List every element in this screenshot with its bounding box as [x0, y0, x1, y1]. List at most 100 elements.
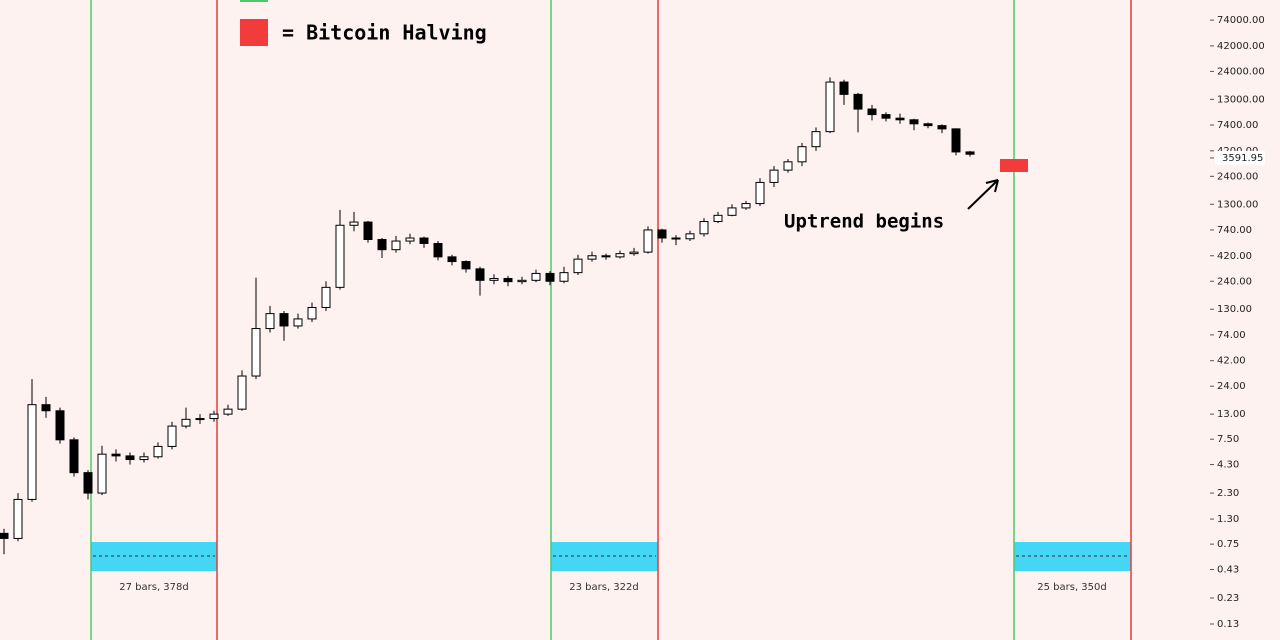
candle-body: [405, 237, 415, 242]
candle-body: [727, 207, 737, 216]
candle-body: [797, 146, 807, 163]
candle-body: [489, 278, 499, 281]
candle-body: [181, 418, 191, 427]
candles: [0, 77, 975, 555]
arrow: [967, 179, 999, 210]
candle-body: [265, 313, 275, 330]
y-tick-label: 0.75: [1217, 539, 1239, 550]
candle-body: [517, 279, 527, 283]
halving-marker: [1000, 159, 1028, 172]
y-tick-label: 42.00: [1217, 356, 1246, 367]
candle-body: [783, 161, 793, 171]
candle-body: [237, 375, 247, 410]
y-tick-label: 0.13: [1217, 619, 1239, 630]
candle-body: [363, 221, 373, 241]
y-tick-label: 74.00: [1217, 330, 1246, 341]
candle-body: [531, 272, 541, 281]
candle-body: [167, 425, 177, 447]
candle-body: [69, 439, 79, 474]
candle-body: [699, 221, 709, 235]
candle-body: [825, 81, 835, 133]
y-tick-label: 420.00: [1217, 251, 1252, 262]
candle-body: [909, 119, 919, 125]
y-tick-label: 2400.00: [1217, 171, 1258, 182]
candle-body: [685, 233, 695, 240]
y-axis: 74000.00 42000.00 24000.00 13000.00 7400.00 4…: [1210, 15, 1265, 630]
candle-body: [321, 286, 331, 308]
candle-body: [671, 237, 681, 240]
candle-body: [27, 404, 37, 500]
range-label: 23 bars, 322d: [569, 582, 639, 593]
candle-body: [391, 240, 401, 251]
candle-body: [125, 455, 135, 461]
y-tick-label: 0.43: [1217, 564, 1239, 575]
y-tick-label: 130.00: [1217, 304, 1252, 315]
candle-body: [251, 328, 261, 377]
y-tick-label: 7400.00: [1217, 120, 1258, 131]
candle-body: [769, 169, 779, 183]
candle-body: [895, 117, 905, 121]
candle-body: [153, 445, 163, 458]
candle-body: [55, 410, 65, 441]
candle-body: [741, 203, 751, 209]
candle-body: [867, 108, 877, 116]
y-tick-label: 42000.00: [1217, 41, 1265, 52]
candle-body: [545, 272, 555, 282]
cycle-lines: [90, 0, 1132, 640]
y-tick-label: 13.00: [1217, 409, 1246, 420]
candle-body: [881, 114, 891, 119]
candle-body: [377, 239, 387, 251]
candle-body: [615, 253, 625, 258]
range-label: 27 bars, 378d: [119, 582, 189, 593]
range-boxes: 27 bars, 378d 23 bars, 322d 25 bars, 350…: [91, 542, 1131, 593]
y-tick-label: 2.30: [1217, 488, 1239, 499]
candle-body: [601, 255, 611, 258]
candle-body: [923, 123, 933, 127]
candle-body: [503, 278, 513, 283]
range-box: [551, 542, 658, 571]
legend-swatch: [240, 19, 268, 46]
range-label: 25 bars, 350d: [1037, 582, 1107, 593]
arrow-head: [985, 179, 999, 193]
legend-label: = Bitcoin Halving: [282, 21, 487, 45]
candle-body: [629, 251, 639, 255]
last-price-label: 3591.95: [1222, 153, 1263, 164]
y-tick-label: 24000.00: [1217, 66, 1265, 77]
candle-body: [0, 532, 9, 539]
candle-body: [965, 151, 975, 155]
candle-body: [811, 131, 821, 148]
candle-body: [559, 272, 569, 282]
y-tick-label: 740.00: [1217, 225, 1252, 236]
y-tick-label: 13000.00: [1217, 94, 1265, 105]
candle-body: [41, 404, 51, 412]
candle-body: [279, 313, 289, 327]
y-tick-label: 24.00: [1217, 381, 1246, 392]
y-tick-label: 1.30: [1217, 514, 1239, 525]
candle-body: [853, 93, 863, 110]
annotation: Uptrend begins: [784, 211, 944, 233]
candle-body: [307, 306, 317, 320]
candle-body: [951, 128, 961, 153]
candle-body: [335, 224, 345, 288]
candle-body: [209, 413, 219, 420]
candle-body: [713, 214, 723, 223]
y-tick-label: 240.00: [1217, 276, 1252, 287]
candle-body: [223, 408, 233, 415]
candle-body: [97, 453, 107, 494]
last-price-box: [1215, 150, 1265, 165]
candle-body: [587, 255, 597, 260]
candle-body: [13, 498, 23, 539]
candle-body: [475, 268, 485, 281]
candle-body: [643, 229, 653, 253]
y-tick-label: 7.50: [1217, 434, 1239, 445]
legend-swatch: [240, 0, 268, 2]
candle-body: [139, 456, 149, 461]
candle-body: [573, 258, 583, 274]
y-tick-label: 74000.00: [1217, 15, 1265, 26]
candle-body: [839, 81, 849, 95]
candle-body: [293, 318, 303, 327]
candle-body: [83, 472, 93, 494]
candle-body: [755, 181, 765, 205]
